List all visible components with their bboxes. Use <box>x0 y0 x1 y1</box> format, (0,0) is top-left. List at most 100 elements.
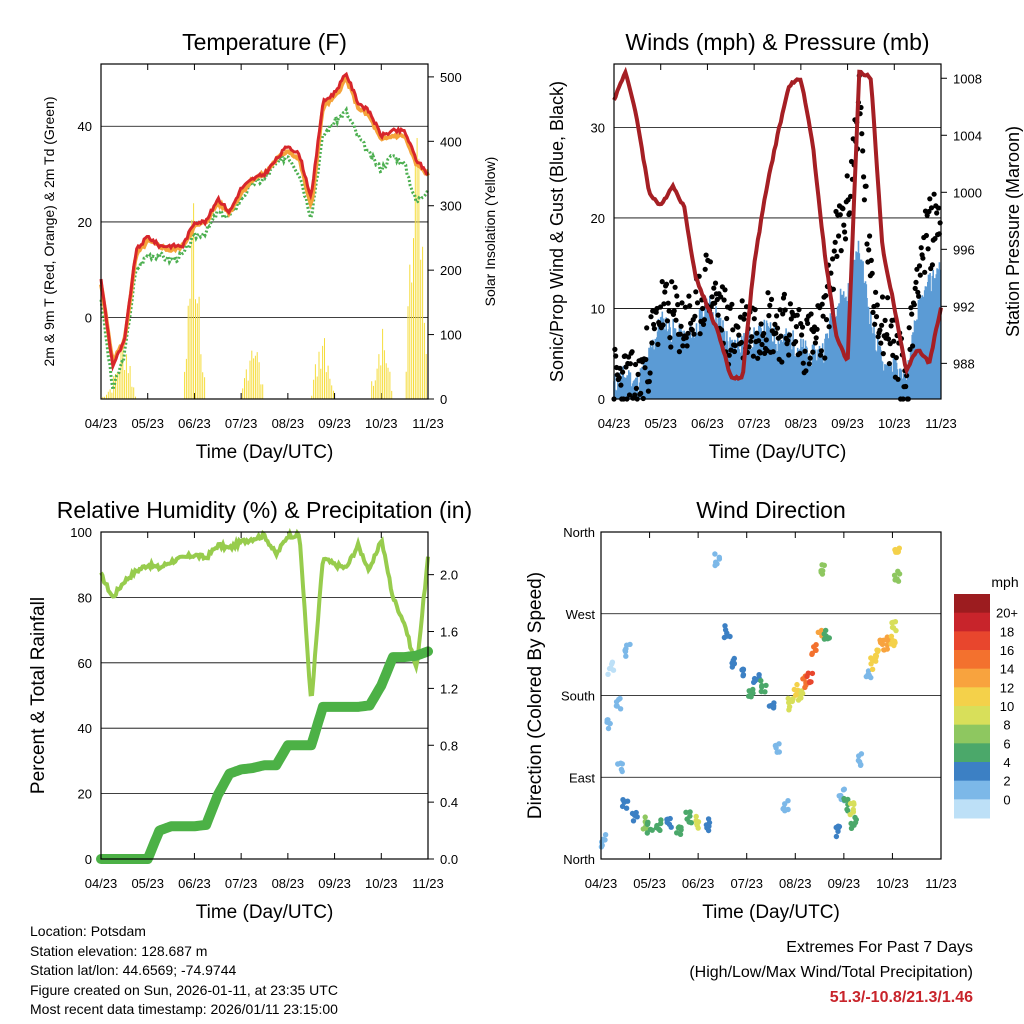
direction-point <box>678 827 684 833</box>
gust-point <box>746 344 752 350</box>
gust-point <box>826 324 832 330</box>
y2-tick-label: 2.0 <box>440 568 458 583</box>
colorbar-tick-label: 18 <box>1000 624 1014 639</box>
gust-point <box>702 266 708 272</box>
direction-point <box>622 647 628 653</box>
direction-point <box>694 821 700 827</box>
gust-point <box>847 210 853 216</box>
y-tick-label: 40 <box>78 721 92 736</box>
colorbar-tick-label: 10 <box>1000 699 1014 714</box>
gust-point <box>903 383 909 390</box>
direction-point <box>610 667 617 673</box>
x-tick-label: 08/23 <box>272 416 305 431</box>
gust-point <box>682 304 689 310</box>
gust-point <box>786 332 793 338</box>
gust-point <box>632 392 638 398</box>
x-tick-label: 08/23 <box>785 416 818 431</box>
gust-point <box>904 373 910 379</box>
x-tick-label: 09/23 <box>318 416 351 431</box>
gust-point <box>697 331 703 337</box>
x-tick-label: 10/23 <box>365 416 398 431</box>
gust-point <box>832 239 838 245</box>
gust-point <box>662 289 668 295</box>
gust-point <box>808 311 814 317</box>
gust-point <box>768 296 775 302</box>
gust-point <box>922 269 928 275</box>
gust-point <box>785 338 791 344</box>
gust-point <box>841 222 847 228</box>
gust-point <box>643 356 649 363</box>
colorbar-tick-label: 14 <box>1000 662 1014 677</box>
x-tick-label: 04/23 <box>598 416 631 431</box>
gust-point <box>929 262 936 268</box>
direction-point <box>869 666 876 672</box>
x-tick-label: 10/23 <box>365 876 398 891</box>
gust-point <box>863 183 869 189</box>
y-tick-label: 0 <box>85 311 92 326</box>
gust-point <box>752 307 758 313</box>
gust-point <box>840 206 846 212</box>
y2-axis-label: Solar Insolation (Yellow) <box>482 157 498 307</box>
x-tick-label: 09/23 <box>318 876 351 891</box>
gust-point <box>761 330 767 337</box>
gust-point <box>844 173 850 179</box>
panel-2: 04/23 05/23 06/23 07/23 08/23 09/23 10/23 11/23… <box>547 29 1023 463</box>
gust-point <box>910 343 916 349</box>
colorbar-tick-label: 4 <box>1003 755 1010 770</box>
gust-point <box>777 307 783 313</box>
gust-point <box>794 312 800 318</box>
direction-point <box>807 679 813 685</box>
y-tick-label: 20 <box>78 787 92 802</box>
gust-point <box>874 302 880 308</box>
colorbar-tick-label: 16 <box>1000 643 1014 658</box>
colorbar-swatch <box>954 631 990 651</box>
y-tick-label: North <box>563 525 595 540</box>
panel-4: 04/23 05/23 06/23 07/23 08/23 09/23 10/23 11/23… <box>525 497 1019 923</box>
gust-point <box>721 297 727 303</box>
gust-point <box>920 255 926 261</box>
gust-point <box>668 344 674 350</box>
x-tick-label: 07/23 <box>225 416 258 431</box>
gust-point <box>937 220 943 226</box>
direction-point <box>605 671 611 677</box>
gust-point <box>767 302 773 308</box>
direction-point <box>863 673 869 680</box>
gust-point <box>649 340 655 346</box>
direction-point <box>716 554 722 560</box>
direction-point <box>782 808 788 814</box>
gust-point <box>646 378 652 385</box>
gust-point <box>934 210 940 216</box>
gust-point <box>642 365 648 371</box>
direction-point <box>722 623 728 629</box>
y2-tick-label: 0.4 <box>440 795 458 810</box>
direction-point <box>833 824 839 831</box>
gust-point <box>669 279 675 285</box>
gust-point <box>800 360 806 366</box>
y-tick-label: 20 <box>78 215 92 230</box>
x-tick-label: 11/23 <box>412 876 444 891</box>
x-tick-label: 07/23 <box>730 876 763 891</box>
direction-point <box>654 822 660 829</box>
direction-point <box>712 551 718 557</box>
x-tick-label: 10/23 <box>876 876 909 891</box>
gust-point <box>671 308 677 314</box>
gust-point <box>882 317 888 323</box>
direction-point <box>858 751 865 757</box>
gust-point <box>868 257 874 263</box>
y2-tick-label: 1000 <box>953 185 982 200</box>
gust-point <box>879 322 885 328</box>
direction-point <box>879 641 886 647</box>
temp-2m-line <box>99 71 429 372</box>
extremes-subtitle: (High/Low/Max Wind/Total Precipitation) <box>689 964 973 981</box>
direction-point <box>852 814 858 821</box>
direction-point <box>643 825 650 832</box>
direction-point <box>786 707 792 713</box>
gust-point <box>906 325 912 331</box>
gust-point <box>818 348 825 354</box>
gust-point <box>763 337 769 343</box>
speed-colorbar: mph 20+ 18 16 14 12 10 8 6 4 2 0 <box>954 574 1019 819</box>
x-axis-label: Time (Day/UTC) <box>702 902 840 923</box>
gust-point <box>645 388 652 394</box>
station-info: Location: Potsdam Station elevation: 128… <box>30 922 338 1020</box>
